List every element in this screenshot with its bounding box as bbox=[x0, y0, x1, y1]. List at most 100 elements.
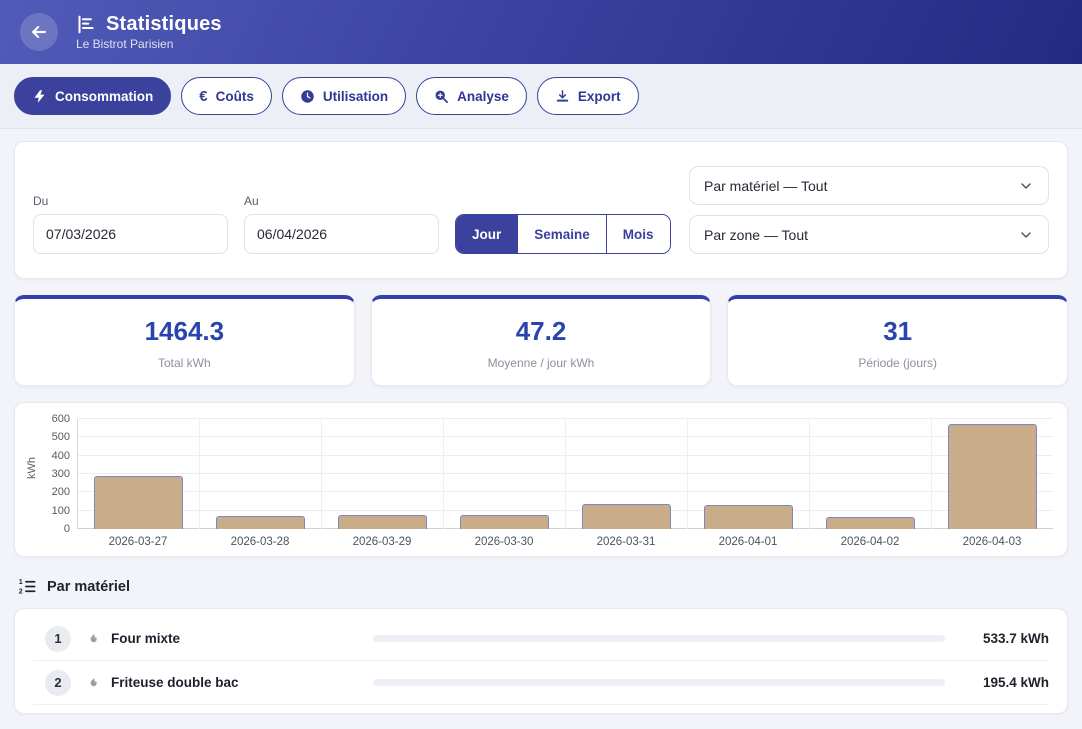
stat-value: 31 bbox=[883, 316, 913, 346]
stat-label: Total kWh bbox=[157, 356, 211, 370]
material-row: 2 Friteuse double bac 195.4 kWh bbox=[33, 661, 1049, 705]
chart-x-tick: 2026-03-27 bbox=[108, 536, 168, 548]
material-name: Friteuse double bac bbox=[111, 675, 239, 690]
chart-bar[interactable] bbox=[947, 424, 1038, 529]
material-select-value: Par matériel — Tout bbox=[704, 177, 828, 194]
chart-column bbox=[444, 419, 566, 529]
material-name: Four mixte bbox=[111, 631, 181, 646]
chevron-down-icon bbox=[1018, 178, 1034, 194]
stat-card: 31 Période (jours) bbox=[727, 295, 1069, 386]
usage-bar-track bbox=[373, 635, 945, 642]
chart-column bbox=[78, 419, 200, 529]
granularity-toggle: Jour Semaine Mois bbox=[455, 214, 671, 254]
tab-utilisation[interactable]: Utilisation bbox=[281, 77, 407, 115]
euro-icon: € bbox=[199, 87, 208, 105]
chart-x-tick: 2026-03-30 bbox=[474, 536, 534, 548]
flame-icon bbox=[86, 675, 101, 690]
tab-label: Utilisation bbox=[322, 88, 389, 104]
stat-label: Moyenne / jour kWh bbox=[487, 356, 595, 370]
tab-cots[interactable]: € Coûts bbox=[181, 77, 272, 115]
tab-bar: Consommation € Coûts Utilisation Analyse Expo… bbox=[0, 64, 1082, 129]
chart-bar[interactable] bbox=[703, 505, 794, 529]
back-button[interactable] bbox=[20, 13, 58, 51]
material-section-title: Par matériel bbox=[47, 578, 131, 595]
toggle-jour[interactable]: Jour bbox=[456, 215, 519, 253]
tab-label: Export bbox=[577, 88, 621, 104]
chevron-down-icon bbox=[1018, 227, 1034, 243]
date-to-input[interactable] bbox=[244, 214, 439, 254]
chart-bar[interactable] bbox=[93, 476, 184, 529]
chart-y-tick: 600 bbox=[51, 413, 70, 425]
bar-chart-icon bbox=[76, 14, 97, 35]
chart-column bbox=[200, 419, 322, 529]
chart-plot bbox=[77, 418, 1053, 529]
tab-label: Analyse bbox=[457, 88, 509, 104]
consumption-chart-card: kWh 0 100 200 300 400 500 600 2026-03-27 2026-0… bbox=[14, 402, 1068, 557]
material-kwh-value: 195.4 kWh bbox=[982, 675, 1049, 690]
svg-text:2: 2 bbox=[19, 588, 23, 596]
usage-bar-track bbox=[373, 679, 945, 686]
chart-y-tick: 100 bbox=[51, 504, 70, 517]
chart-bar[interactable] bbox=[215, 516, 306, 529]
chart-y-axis-title: kWh bbox=[26, 457, 38, 479]
rank-badge: 1 bbox=[45, 625, 71, 652]
arrow-left-icon bbox=[29, 22, 49, 42]
chart-bar[interactable] bbox=[581, 504, 672, 529]
chart-x-tick: 2026-04-03 bbox=[962, 536, 1022, 548]
tab-label: Consommation bbox=[55, 88, 154, 104]
stat-label: Période (jours) bbox=[858, 356, 938, 370]
stat-cards: 1464.3 Total kWh 47.2 Moyenne / jour kWh 31 P… bbox=[14, 295, 1069, 386]
chart-y-tick: 500 bbox=[51, 431, 70, 444]
stat-card: 47.2 Moyenne / jour kWh bbox=[370, 295, 712, 386]
tab-export[interactable]: Export bbox=[536, 77, 639, 115]
chart-x-tick: 2026-03-28 bbox=[230, 536, 290, 548]
material-kwh-value: 533.7 kWh bbox=[982, 631, 1049, 646]
toggle-semaine[interactable]: Semaine bbox=[518, 215, 607, 253]
date-from-label: Du bbox=[33, 194, 49, 208]
chart-y-axis: 0 100 200 300 400 500 600 bbox=[41, 413, 77, 535]
chart-y-tick: 0 bbox=[63, 523, 70, 535]
chart-column bbox=[932, 419, 1053, 529]
material-select[interactable]: Par matériel — Tout bbox=[689, 166, 1049, 205]
chart-x-tick: 2026-04-02 bbox=[840, 536, 900, 548]
chart-x-tick: 2026-04-01 bbox=[718, 536, 778, 548]
flame-icon bbox=[86, 631, 101, 646]
stat-card: 1464.3 Total kWh bbox=[14, 295, 355, 386]
tab-analyse[interactable]: Analyse bbox=[416, 77, 527, 115]
date-to-label: Au bbox=[244, 194, 259, 208]
restaurant-name: Le Bistrot Parisien bbox=[76, 37, 174, 51]
chart-y-tick: 200 bbox=[51, 486, 70, 499]
chart-bar[interactable] bbox=[459, 515, 550, 529]
app-header: Statistiques Le Bistrot Parisien bbox=[0, 0, 1082, 64]
chart-column bbox=[688, 419, 810, 529]
tab-label: Coûts bbox=[215, 88, 254, 104]
date-from-input[interactable] bbox=[33, 214, 228, 254]
chart-bar[interactable] bbox=[337, 515, 428, 529]
toggle-mois[interactable]: Mois bbox=[606, 215, 670, 253]
download-icon bbox=[555, 89, 570, 104]
page-title: Statistiques bbox=[106, 13, 222, 35]
rank-badge: 2 bbox=[45, 669, 71, 696]
stat-value: 47.2 bbox=[515, 316, 567, 346]
stat-value: 1464.3 bbox=[144, 316, 225, 346]
chart-y-tick: 300 bbox=[51, 468, 70, 480]
chart-y-tick: 400 bbox=[51, 449, 70, 462]
svg-text:1: 1 bbox=[19, 578, 23, 586]
chart-x-tick: 2026-03-31 bbox=[596, 536, 656, 548]
chart-x-tick: 2026-03-29 bbox=[352, 536, 412, 548]
clock-icon bbox=[300, 89, 315, 104]
tab-consommation[interactable]: Consommation bbox=[14, 77, 172, 115]
chart-bar[interactable] bbox=[825, 517, 916, 529]
chart-column bbox=[810, 419, 932, 529]
zone-select[interactable]: Par zone — Tout bbox=[689, 215, 1049, 254]
lightning-icon bbox=[32, 89, 47, 104]
chart-x-axis: 2026-03-27 2026-03-28 2026-03-29 2026-03-30… bbox=[77, 536, 1053, 548]
chart-column bbox=[322, 419, 444, 529]
material-row: 1 Four mixte 533.7 kWh bbox=[33, 617, 1049, 661]
zone-select-value: Par zone — Tout bbox=[704, 226, 809, 243]
zoom-in-icon bbox=[434, 89, 449, 104]
